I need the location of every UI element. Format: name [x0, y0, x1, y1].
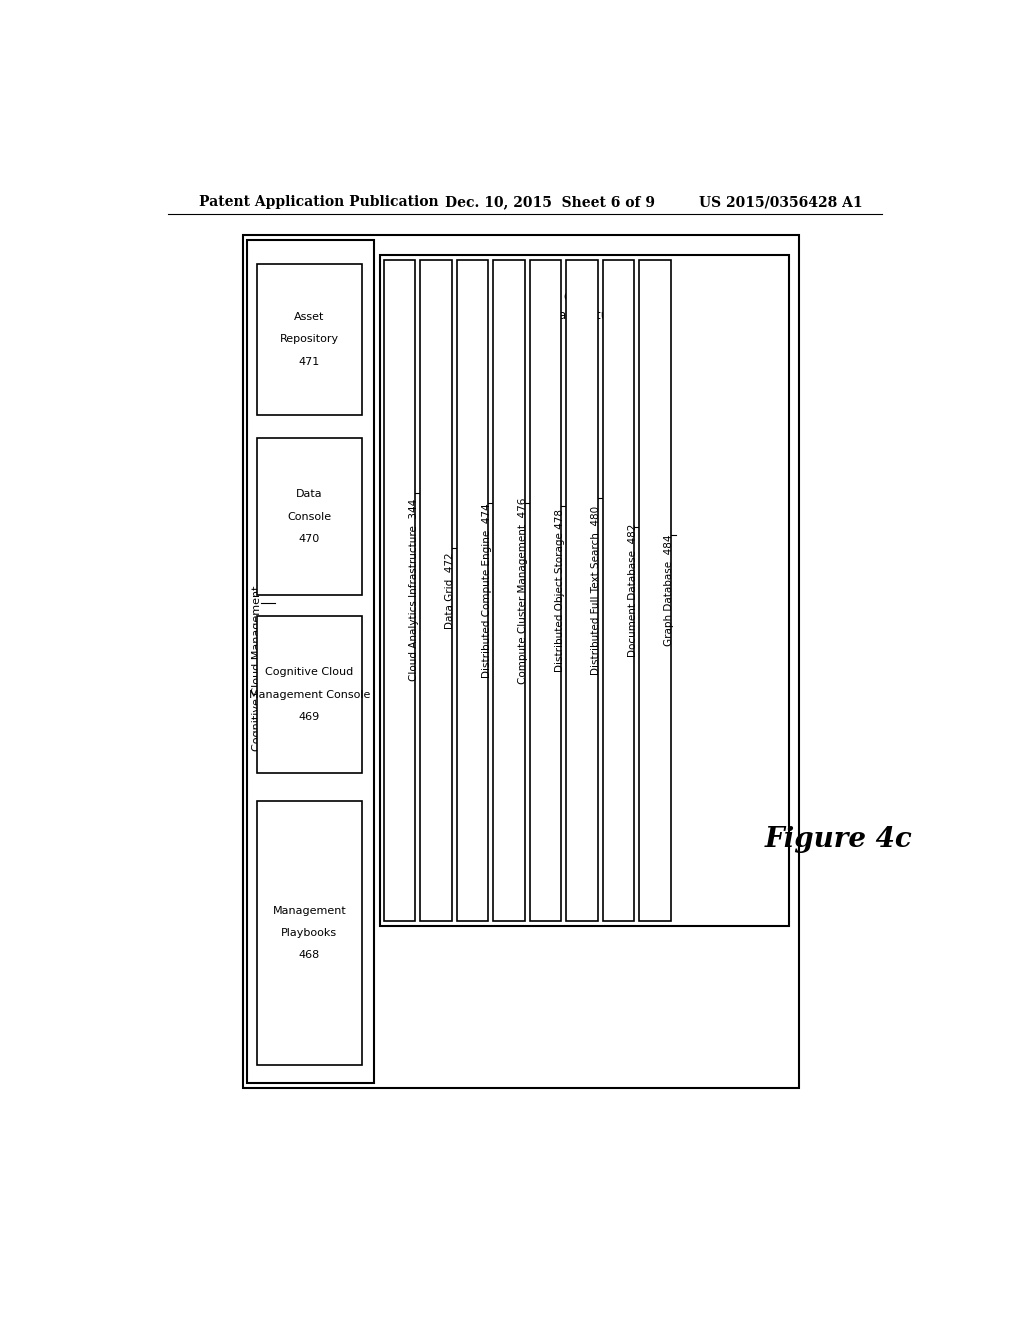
Text: Cloud Analytics Infrastructure  344: Cloud Analytics Infrastructure 344 — [409, 499, 419, 681]
Text: Figure 4c: Figure 4c — [764, 826, 912, 853]
Text: Management Console: Management Console — [249, 689, 370, 700]
Text: Cognitive Cloud: Cognitive Cloud — [265, 667, 353, 677]
Text: Distributed Object Storage 478: Distributed Object Storage 478 — [555, 510, 564, 672]
Text: Data Grid  472: Data Grid 472 — [445, 552, 456, 628]
Text: Patent Application Publication: Patent Application Publication — [200, 195, 439, 209]
Text: Distributed Full Text Search  480: Distributed Full Text Search 480 — [591, 506, 601, 675]
Text: Management: Management — [272, 906, 346, 916]
Text: Data: Data — [296, 490, 323, 499]
Bar — [602, 260, 634, 921]
Text: 469: 469 — [299, 711, 319, 722]
Bar — [384, 260, 416, 921]
Bar — [257, 615, 362, 774]
Bar — [566, 260, 598, 921]
Text: 342: 342 — [263, 656, 272, 677]
Text: Cloud: Cloud — [563, 292, 597, 304]
Text: Repository: Repository — [280, 334, 339, 345]
Bar — [243, 235, 799, 1089]
Text: Infrastructure: Infrastructure — [540, 309, 621, 322]
Text: Compute Cluster Management  476: Compute Cluster Management 476 — [518, 498, 528, 684]
Text: Cognitive Cloud Management: Cognitive Cloud Management — [252, 582, 261, 751]
Text: 340: 340 — [569, 327, 592, 341]
Text: Asset: Asset — [294, 312, 325, 322]
Text: Distributed Compute Engine  474: Distributed Compute Engine 474 — [481, 503, 492, 677]
Text: US 2015/0356428 A1: US 2015/0356428 A1 — [699, 195, 863, 209]
Text: Console: Console — [288, 512, 332, 521]
Bar — [257, 801, 362, 1065]
Bar — [247, 240, 374, 1084]
Text: 471: 471 — [299, 356, 319, 367]
Text: Document Database  482: Document Database 482 — [628, 524, 638, 657]
Bar — [420, 260, 452, 921]
Bar — [529, 260, 561, 921]
Bar — [380, 255, 790, 925]
Text: Graph Database  484: Graph Database 484 — [665, 535, 674, 645]
Bar — [257, 438, 362, 595]
Bar — [257, 264, 362, 414]
Text: 468: 468 — [299, 950, 319, 960]
Bar — [457, 260, 488, 921]
Text: Dec. 10, 2015  Sheet 6 of 9: Dec. 10, 2015 Sheet 6 of 9 — [445, 195, 655, 209]
Text: Playbooks: Playbooks — [282, 928, 337, 939]
Bar — [494, 260, 525, 921]
Text: 470: 470 — [299, 535, 319, 544]
Bar — [639, 260, 671, 921]
